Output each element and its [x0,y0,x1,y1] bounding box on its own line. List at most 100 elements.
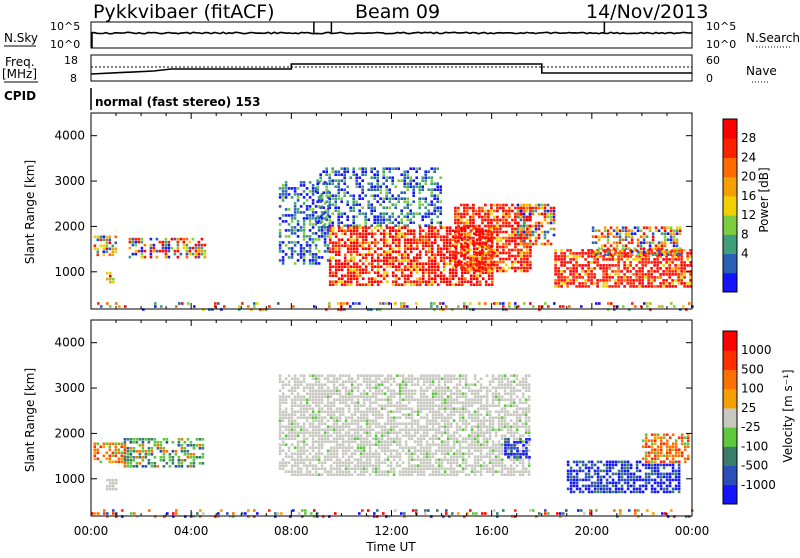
data-cell [358,194,361,197]
data-cell [177,241,180,244]
data-cell [198,253,201,256]
data-cell [450,473,453,476]
nave-label: Nave [746,64,777,78]
data-cell [148,459,151,462]
data-cell [392,283,395,286]
data-cell [277,512,280,515]
data-cell [291,253,294,256]
data-cell [450,449,453,452]
data-cell [661,250,664,253]
data-cell [652,512,655,515]
data-cell [508,225,511,228]
data-cell [484,243,487,246]
data-cell [351,380,354,383]
data-cell [430,182,433,185]
data-cell [453,455,456,458]
data-cell [514,509,517,512]
data-cell [136,465,139,468]
data-cell [282,250,285,253]
data-cell [426,413,429,416]
data-cell [306,250,309,253]
data-cell [394,167,397,170]
data-cell [368,277,371,280]
data-cell [581,255,584,258]
data-cell [426,389,429,392]
data-cell [375,440,378,443]
data-cell [443,256,446,259]
data-cell [471,392,474,395]
data-cell [641,285,644,288]
data-cell [343,170,346,173]
data-cell [345,389,348,392]
data-cell [142,444,145,447]
data-cell [398,247,401,250]
data-cell [338,226,341,229]
data-cell [450,446,453,449]
data-cell [466,207,469,210]
data-cell [419,277,422,280]
data-cell [566,249,569,252]
data-cell [410,262,413,265]
data-cell [450,464,453,467]
data-cell [297,422,300,425]
data-cell [417,425,420,428]
data-cell [580,305,583,308]
data-cell [423,464,426,467]
data-cell [670,509,673,512]
data-cell [297,443,300,446]
data-cell [439,185,442,188]
data-cell [324,470,327,473]
data-cell [398,262,401,265]
data-cell [324,250,327,253]
data-cell [634,512,637,515]
data-cell [422,238,425,241]
data-cell [335,247,338,250]
data-cell [441,419,444,422]
data-cell [303,226,306,229]
data-cell [460,216,463,219]
data-cell [334,206,337,209]
data-cell [641,264,644,267]
data-cell [437,247,440,250]
data-cell [315,467,318,470]
data-cell [190,465,193,468]
data-cell [460,204,463,207]
data-cell [458,277,461,280]
data-cell [414,410,417,413]
data-cell [327,401,330,404]
data-cell [673,253,676,256]
data-cell [162,241,165,244]
data-cell [408,413,411,416]
data-cell [441,464,444,467]
data-cell [109,278,112,281]
data-cell [447,434,450,437]
data-cell [306,431,309,434]
data-cell [378,425,381,428]
data-cell [387,464,390,467]
data-cell [459,470,462,473]
data-cell [303,431,306,434]
data-cell [417,440,420,443]
data-cell [106,248,109,251]
data-cell [454,234,457,237]
data-cell [493,255,496,258]
data-cell [462,374,465,377]
data-cell [306,407,309,410]
data-cell [414,467,417,470]
data-cell [319,206,322,209]
data-cell [353,244,356,247]
data-cell [475,252,478,255]
data-cell [184,450,187,453]
data-cell [438,449,441,452]
data-cell [449,241,452,244]
data-cell [508,207,511,210]
data-cell [399,428,402,431]
data-cell [376,173,379,176]
data-cell [443,265,446,268]
data-cell [449,259,452,262]
data-cell [330,425,333,428]
data-cell [352,218,355,221]
data-cell [431,283,434,286]
data-cell [485,280,488,283]
data-cell [151,438,154,441]
